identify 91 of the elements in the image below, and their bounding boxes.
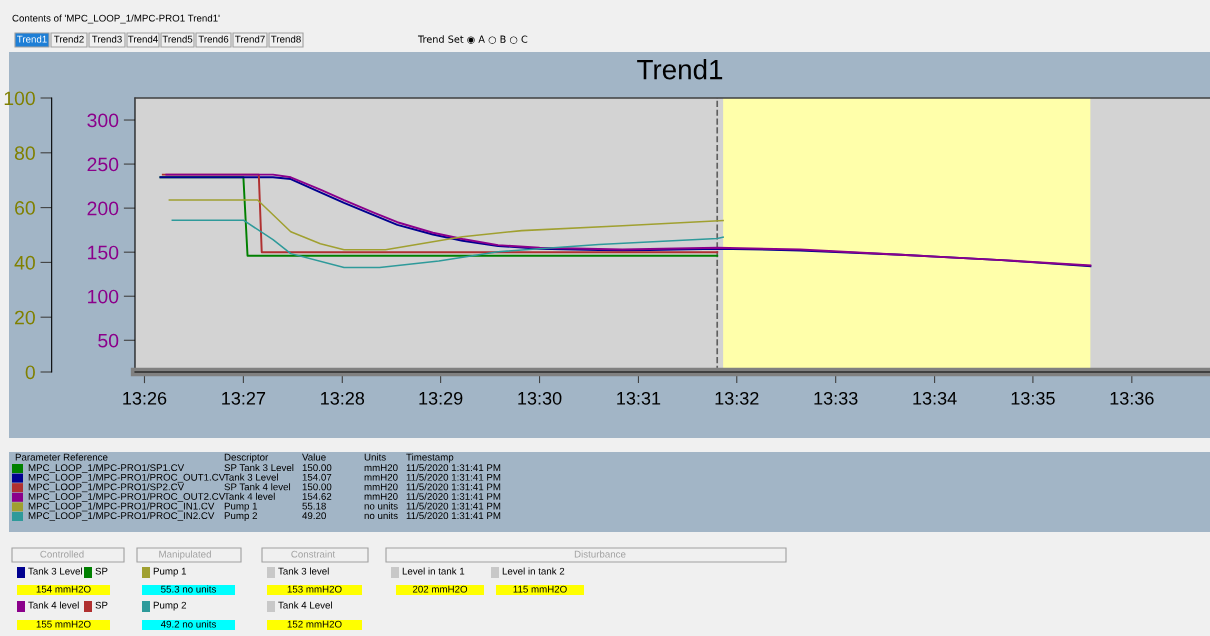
text: SP Tank 4 level bbox=[224, 483, 291, 491]
x-tick-label: 13:30 bbox=[518, 391, 562, 405]
text: SP bbox=[95, 601, 108, 609]
text: Trend Set ◉ A ○ B ○ C bbox=[417, 35, 528, 44]
text: no units bbox=[364, 502, 398, 510]
text: 150.00 bbox=[302, 464, 332, 472]
y-tick-label: 300 bbox=[87, 113, 119, 128]
text: mmH20 bbox=[364, 473, 398, 481]
x-tick-label: 13:27 bbox=[222, 391, 266, 405]
text: SP Tank 3 Level bbox=[224, 463, 294, 472]
text: 115 mmH2O bbox=[513, 585, 567, 593]
text: 154 mmH2O bbox=[36, 585, 91, 593]
text: 11/5/2020 1:31:41 PM bbox=[406, 492, 501, 500]
x-tick-label: 13:33 bbox=[814, 391, 858, 405]
y2-tick-label: 20 bbox=[15, 310, 35, 325]
text: 154.62 bbox=[302, 493, 332, 500]
x-tick-label: 13:34 bbox=[913, 391, 957, 405]
text: Trend2 bbox=[54, 35, 84, 43]
y-tick-label: 150 bbox=[88, 245, 119, 260]
y2-tick-label: 80 bbox=[14, 146, 35, 161]
y2-tick-label: 100 bbox=[4, 91, 35, 106]
text: Tank 3 level bbox=[278, 567, 329, 575]
text: Pump 1 bbox=[224, 502, 258, 512]
x-tick-label: 13:36 bbox=[1110, 391, 1154, 405]
legend-label: MPC_LOOP_1/MPC-PRO1/PROC_IN1.CV bbox=[28, 502, 215, 512]
y2-tick-label: 60 bbox=[15, 201, 35, 215]
legend-label: MPC_LOOP_1/MPC-PRO1/SP2.CV bbox=[28, 483, 185, 493]
y-tick-label: 200 bbox=[87, 201, 119, 216]
text: 153 mmH2O bbox=[287, 585, 342, 593]
text: Trend4 bbox=[128, 35, 158, 43]
y-tick-label: 250 bbox=[87, 157, 119, 172]
text: 11/5/2020 1:31:41 PM bbox=[406, 502, 501, 510]
text: 11/5/2020 1:31:41 PM bbox=[406, 473, 501, 481]
text: Contents of 'MPC_LOOP_1/MPC-PRO1 Trend1' bbox=[12, 14, 220, 24]
legend-label: MPC_LOOP_1/MPC-PRO1/SP1.CV bbox=[28, 463, 185, 473]
text: no units bbox=[364, 511, 398, 520]
line-series bbox=[171, 219, 724, 269]
text: mmH20 bbox=[364, 483, 398, 491]
legend-title: Parameter Reference bbox=[15, 453, 108, 461]
text: 11/5/2020 1:31:41 PM bbox=[406, 511, 501, 520]
text: Constraint bbox=[291, 550, 336, 558]
text: Value bbox=[302, 453, 326, 461]
text: 55.3 no units bbox=[161, 585, 216, 593]
text: Manipulated bbox=[159, 550, 211, 560]
text: Descriptor bbox=[224, 453, 269, 463]
x-tick-label: 13:29 bbox=[419, 391, 463, 405]
text: 49.2 no units bbox=[160, 620, 216, 628]
text: Disturbance bbox=[574, 550, 626, 558]
text: Trend8 bbox=[271, 35, 301, 43]
x-tick-label: 13:31 bbox=[617, 391, 661, 405]
text: Timestamp bbox=[406, 453, 454, 463]
text: Trend1 bbox=[17, 35, 47, 43]
x-tick-label: 13:35 bbox=[1011, 391, 1055, 405]
text: Pump 2 bbox=[224, 512, 258, 522]
text: 49.20 bbox=[302, 512, 326, 520]
text: Trend7 bbox=[235, 35, 265, 43]
text: 55.18 bbox=[302, 502, 326, 510]
y-tick-label: 100 bbox=[88, 289, 119, 304]
chart-title: Trend1 bbox=[637, 59, 723, 80]
text: Level in tank 2 bbox=[502, 567, 565, 575]
text: Pump 1 bbox=[153, 567, 187, 577]
x-tick-label: 13:32 bbox=[715, 391, 759, 405]
text: Tank 4 Level bbox=[278, 601, 332, 609]
text: 11/5/2020 1:31:41 PM bbox=[406, 483, 501, 491]
y2-tick-label: 40 bbox=[14, 255, 35, 270]
text: Tank 3 Level bbox=[28, 567, 82, 575]
legend-label: MPC_LOOP_1/MPC-PRO1/PROC_OUT1.CV bbox=[28, 473, 226, 483]
text: 150.00 bbox=[302, 483, 332, 491]
text: mmH20 bbox=[364, 464, 398, 472]
text: 11/5/2020 1:31:41 PM bbox=[406, 463, 501, 472]
text: Pump 2 bbox=[153, 601, 187, 611]
line-series bbox=[168, 199, 724, 251]
text: Trend3 bbox=[92, 35, 122, 43]
text: SP bbox=[95, 567, 108, 575]
text: 154.07 bbox=[302, 473, 332, 481]
text: Controlled bbox=[40, 550, 84, 558]
y-tick-label: 50 bbox=[98, 333, 119, 348]
text: 152 mmH2O bbox=[287, 620, 342, 628]
text: 155 mmH2O bbox=[36, 620, 91, 628]
text: Units bbox=[364, 453, 386, 461]
text: 202 mmH2O bbox=[412, 585, 468, 593]
text: mmH20 bbox=[364, 493, 398, 500]
text: Trend6 bbox=[198, 35, 229, 43]
y2-tick-label: 0 bbox=[25, 365, 35, 380]
legend-label: MPC_LOOP_1/MPC-PRO1/PROC_OUT2.CV bbox=[28, 492, 226, 502]
text: Tank 4 level bbox=[28, 601, 79, 609]
x-tick-label: 13:28 bbox=[321, 391, 365, 405]
text: Level in tank 1 bbox=[402, 567, 465, 575]
text: Trend5 bbox=[162, 35, 193, 43]
x-tick-label: 13:26 bbox=[123, 391, 167, 405]
legend-label: MPC_LOOP_1/MPC-PRO1/PROC_IN2.CV bbox=[28, 511, 215, 521]
